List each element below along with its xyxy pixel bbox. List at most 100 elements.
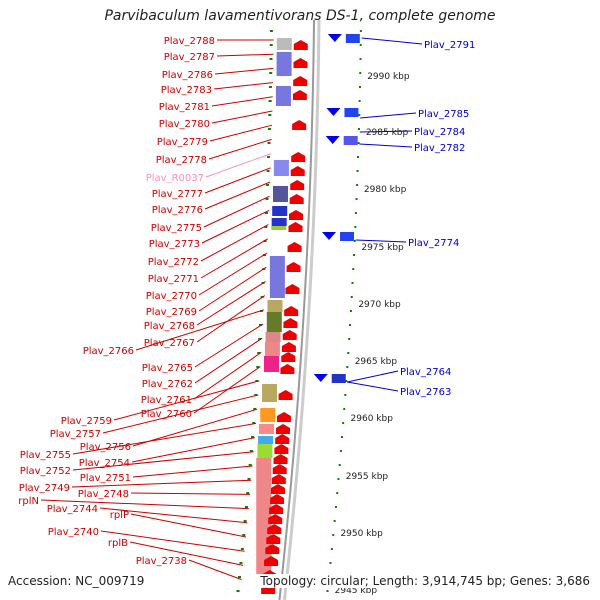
gene-block	[272, 186, 288, 202]
left-leader-line	[100, 530, 245, 552]
right-leader-line	[355, 239, 407, 243]
left-gene-label: Plav_2759	[61, 416, 112, 427]
left-leader-line	[198, 252, 268, 296]
gene-arrow-red	[281, 352, 296, 362]
left-gene-label: Plav_R0037	[146, 173, 204, 184]
left-leader-line	[200, 224, 269, 262]
left-gene-label: rplN	[18, 496, 39, 507]
ring-tick-left	[263, 240, 267, 242]
ring-tick-left	[246, 492, 250, 494]
left-leader-line	[216, 53, 274, 57]
ring-tick-left	[253, 408, 257, 410]
ring-tick-right	[357, 156, 360, 158]
gene-arrow-red	[278, 390, 293, 400]
ring-tick-left	[269, 72, 273, 74]
left-leader-line	[193, 351, 262, 400]
gene-arrow-red	[276, 412, 291, 422]
left-gene-label: Plav_2783	[161, 85, 212, 96]
left-gene-label: Plav_2738	[136, 556, 187, 567]
gene-arrow-red	[264, 556, 279, 566]
ring-tick-right	[352, 268, 355, 270]
left-gene-label: Plav_2788	[164, 36, 215, 47]
ring-tick-left	[238, 576, 242, 578]
ring-tick-left	[254, 394, 258, 396]
gene-arrow-red	[293, 58, 308, 68]
left-leader-line	[211, 110, 273, 124]
left-leader-line	[201, 209, 270, 244]
gene-arrow-red	[276, 424, 291, 434]
left-gene-label: Plav_2751	[80, 473, 131, 484]
gene-arrow-red	[290, 166, 305, 176]
gene-block-right	[340, 232, 355, 241]
left-gene-label: Plav_2761	[141, 395, 192, 406]
left-gene-label: Plav_2771	[148, 274, 199, 285]
ring-tick-left	[236, 590, 240, 592]
right-leader-line	[361, 37, 423, 45]
ring-tick-right	[357, 128, 360, 130]
left-gene-label: Plav_2781	[159, 102, 210, 113]
ring-tick-left	[244, 506, 248, 508]
left-gene-label: Plav_2744	[47, 504, 98, 515]
scale-label: 2970 kbp	[358, 300, 401, 310]
gene-arrow-red	[293, 40, 308, 50]
gene-arrow-red	[268, 514, 283, 524]
gene-arrow-red	[291, 152, 306, 162]
right-leader-line	[359, 130, 413, 133]
scale-label: 2985 kbp	[366, 128, 409, 138]
ring-tick-left	[251, 436, 255, 438]
ring-tick-left	[265, 198, 269, 200]
ring-tick-left	[249, 450, 253, 452]
gene-arrow-red	[275, 434, 290, 444]
gene-arrow-blue	[326, 108, 341, 116]
gene-arrow-blue	[313, 374, 328, 382]
ring-tick-left	[256, 366, 260, 368]
left-gene-label: Plav_2766	[83, 346, 134, 357]
left-gene-label: Plav_2748	[78, 489, 129, 500]
left-gene-label: Plav_2768	[144, 321, 195, 332]
right-gene-label: Plav_2782	[414, 143, 465, 154]
left-gene-label: Plav_2775	[151, 223, 202, 234]
right-leader-line	[359, 143, 413, 148]
gene-block	[276, 38, 292, 50]
ring-tick-left	[267, 142, 271, 144]
scale-label: 2990 kbp	[367, 72, 410, 82]
ring-tick-right	[346, 366, 349, 368]
ring-tick-right	[355, 198, 358, 200]
left-leader-line	[135, 309, 265, 351]
ring-tick-right	[348, 338, 351, 340]
gene-block	[260, 408, 276, 422]
right-gene-label: Plav_2784	[414, 127, 465, 138]
gene-arrow-red	[282, 330, 297, 340]
left-gene-label: Plav_2770	[146, 291, 197, 302]
left-gene-label: Plav_2740	[48, 527, 99, 538]
ring-tick-left	[257, 352, 261, 354]
left-gene-label: rplB	[108, 538, 128, 549]
gene-block	[262, 384, 278, 402]
gene-arrow-red	[292, 90, 307, 100]
scale-label: 2955 kbp	[346, 472, 389, 482]
ring-tick-right	[345, 380, 348, 382]
right-leader-line	[347, 381, 399, 392]
left-leader-line	[214, 67, 274, 75]
gene-arrow-blue	[325, 136, 340, 144]
gene-arrow-red	[270, 484, 285, 494]
left-leader-line	[208, 138, 272, 160]
gene-block	[272, 206, 288, 216]
gene-arrow-red	[271, 474, 286, 484]
ring-tick-right	[358, 100, 361, 102]
ring-tick-right	[344, 394, 347, 396]
right-gene-label: Plav_2763	[400, 387, 451, 398]
gene-arrow-red	[292, 120, 307, 130]
gene-block	[258, 436, 274, 444]
ring-tick-right	[351, 282, 354, 284]
gene-arrow-red	[289, 210, 304, 220]
ring-tick-left	[269, 44, 273, 46]
ring-tick-right	[341, 436, 344, 438]
left-gene-label: Plav_2767	[144, 338, 195, 349]
gene-block	[266, 312, 282, 332]
left-gene-label: Plav_2772	[148, 257, 199, 268]
ring-tick-right	[337, 478, 340, 480]
gene-block-right	[343, 136, 358, 145]
left-leader-line	[204, 181, 271, 210]
